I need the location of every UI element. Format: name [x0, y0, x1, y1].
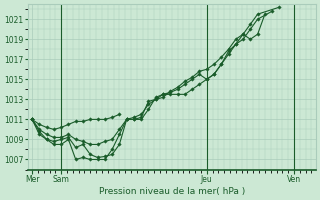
X-axis label: Pression niveau de la mer( hPa ): Pression niveau de la mer( hPa ) [99, 187, 245, 196]
